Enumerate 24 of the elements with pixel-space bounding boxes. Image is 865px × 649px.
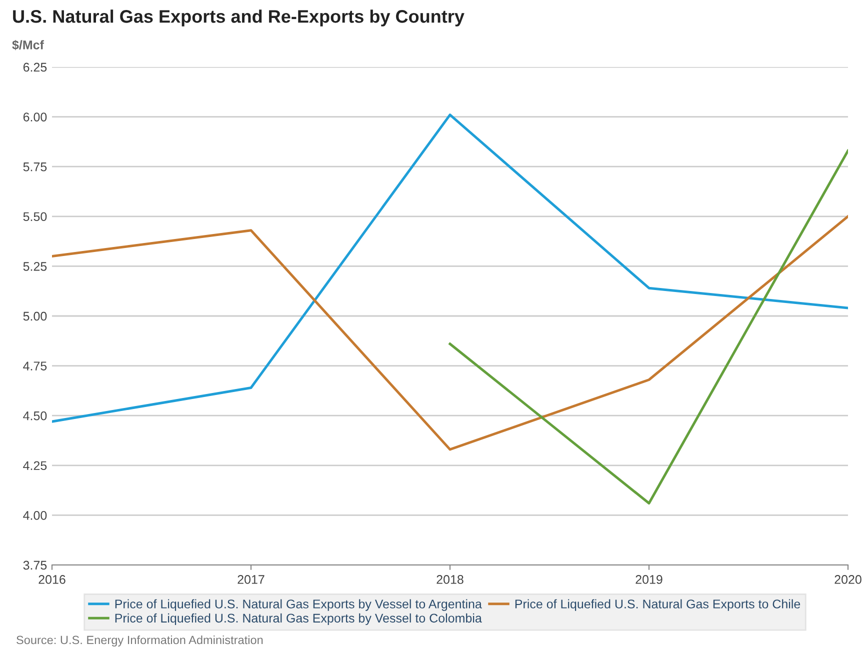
y-tick-label: 6.00 bbox=[23, 112, 47, 122]
legend-label: Price of Liquefied U.S. Natural Gas Exports to Chile bbox=[515, 599, 800, 611]
legend-label: Price of Liquefied U.S. Natural Gas Exports by Vessel to Argentina bbox=[115, 599, 482, 611]
y-tick-label: 5.25 bbox=[23, 262, 47, 271]
x-tick-label: 2017 bbox=[238, 575, 264, 584]
y-tick-label: 4.75 bbox=[23, 362, 47, 370]
y-tick-label: 3.75 bbox=[23, 560, 47, 570]
x-tick-label: 2016 bbox=[38, 575, 66, 584]
y-tick-label: 6.25 bbox=[23, 62, 47, 72]
x-tick-label: 2020 bbox=[834, 575, 862, 584]
y-tick-label: 5.50 bbox=[23, 212, 47, 222]
chart-title: U.S. Natural Gas Exports and Re-Exports by Country bbox=[13, 10, 464, 26]
y-tick-label: 4.50 bbox=[23, 411, 47, 420]
y-tick-label: 5.75 bbox=[23, 162, 47, 172]
x-tick-label: 2018 bbox=[436, 575, 464, 584]
x-tick-label: 2019 bbox=[636, 575, 662, 584]
source-note: Source: U.S. Energy Information Administration bbox=[16, 635, 263, 647]
line-series bbox=[52, 215, 848, 451]
legend-label: Price of Liquefied U.S. Natural Gas Exports by Vessel to Colombia bbox=[115, 613, 482, 626]
line-series bbox=[52, 114, 848, 423]
y-tick-label: 4.00 bbox=[23, 511, 47, 520]
y-axis-title: $/Mcf bbox=[12, 40, 44, 50]
y-tick-label: 4.25 bbox=[23, 461, 47, 470]
y-tick-label: 5.00 bbox=[23, 312, 47, 321]
